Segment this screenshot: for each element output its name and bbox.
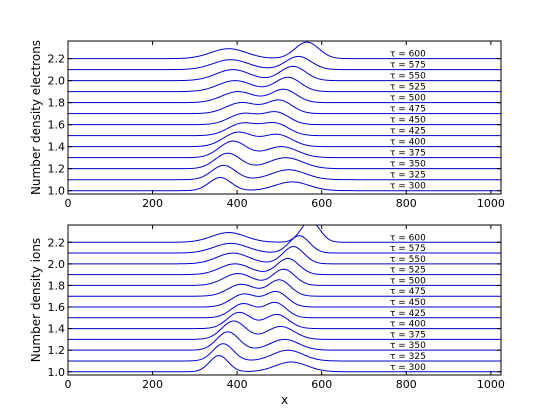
- electrons-series-line: [68, 140, 501, 159]
- ions-series-line: [68, 279, 501, 297]
- ions-x-tick-label: 600: [311, 378, 332, 391]
- electrons-plot-frame: [67, 40, 502, 195]
- ions-x-tick-label: 1000: [477, 378, 505, 391]
- electrons-series-label: τ = 350: [390, 160, 426, 170]
- electrons-series-line: [68, 164, 501, 181]
- ions-series-line: [68, 235, 501, 254]
- ions-series-label: τ = 525: [390, 266, 426, 276]
- ions-series-lines: [68, 225, 501, 373]
- electrons-x-tick-label: 600: [311, 197, 332, 210]
- ions-series-line: [68, 246, 501, 265]
- ions-series-line: [68, 343, 501, 362]
- electrons-series-label: τ = 425: [390, 127, 426, 137]
- electrons-y-tick-label: 1.6: [48, 119, 66, 132]
- ions-y-tick-label: 1.4: [48, 323, 66, 336]
- electrons-series-line: [68, 152, 501, 170]
- ions-x-tick-label: 400: [227, 378, 248, 391]
- electrons-x-tick-label: 0: [65, 197, 72, 210]
- electrons-series-line: [68, 131, 501, 148]
- ions-series-label: τ = 500: [390, 276, 426, 286]
- electrons-x-tick-label: 200: [142, 197, 163, 210]
- ions-x-tick-label: 800: [396, 378, 417, 391]
- ions-y-tick-label: 1.6: [48, 301, 66, 314]
- ions-series-label: τ = 325: [390, 352, 426, 362]
- electrons-y-axis-label: Number density electrons: [29, 40, 43, 195]
- ions-y-tick-label: 1.8: [48, 279, 66, 292]
- ions-series-line: [68, 301, 501, 319]
- electrons-series-label: τ = 450: [390, 116, 426, 126]
- electrons-y-tick-label: 1.2: [48, 163, 66, 176]
- electrons-series-label: τ = 525: [390, 83, 426, 93]
- ions-series-label: τ = 475: [390, 287, 426, 297]
- ions-x-tick-label: 0: [65, 378, 72, 391]
- ions-series-label: τ = 425: [390, 309, 426, 319]
- ions-series-label: τ = 600: [390, 233, 426, 243]
- electrons-series-label: τ = 475: [390, 105, 426, 115]
- electrons-series-line: [68, 76, 501, 93]
- electrons-y-tick-label: 2.0: [48, 75, 66, 88]
- ions-series-label: τ = 375: [390, 330, 426, 340]
- electrons-y-tick-label: 2.2: [48, 53, 66, 66]
- ions-series-line: [68, 331, 501, 351]
- ions-series-line: [68, 320, 501, 340]
- electrons-series-line: [68, 99, 501, 115]
- electrons-x-tick-label: 1000: [477, 197, 505, 210]
- electrons-y-tick-label: 1.8: [48, 97, 66, 110]
- electrons-series-label: τ = 550: [390, 72, 426, 82]
- electrons-series-label: τ = 375: [390, 149, 426, 159]
- electrons-y-tick-label: 1.4: [48, 141, 66, 154]
- electrons-series-label: τ = 500: [390, 94, 426, 104]
- ions-series-label: τ = 450: [390, 298, 426, 308]
- electrons-series-line: [68, 121, 501, 137]
- electrons-x-tick-label: 800: [396, 197, 417, 210]
- ions-y-tick-label: 1.2: [48, 344, 66, 357]
- ions-series-label: τ = 300: [390, 363, 426, 373]
- ions-plot-frame: [67, 224, 502, 376]
- ions-series-label: τ = 550: [390, 255, 426, 265]
- electrons-series-label: τ = 400: [390, 138, 426, 148]
- ions-series-label: τ = 575: [390, 244, 426, 254]
- ions-series-line: [68, 257, 501, 276]
- ions-y-tick-label: 2.2: [48, 236, 66, 249]
- ions-series-label: τ = 350: [390, 341, 426, 351]
- ions-series-line: [68, 290, 501, 308]
- electrons-series-label: τ = 600: [390, 50, 426, 60]
- electrons-series-line: [68, 111, 501, 126]
- electrons-series-line: [68, 176, 501, 192]
- ions-series-line: [68, 311, 501, 330]
- electrons-series-label: τ = 575: [390, 61, 426, 71]
- ions-x-tick-label: 200: [142, 378, 163, 391]
- ions-y-tick-label: 1.0: [48, 366, 66, 379]
- electrons-series-line: [68, 88, 501, 104]
- electrons-x-tick-label: 400: [227, 197, 248, 210]
- electrons-series-label: τ = 300: [390, 182, 426, 192]
- electrons-series-lines: [68, 41, 501, 192]
- electrons-series-line: [68, 55, 501, 71]
- ions-series-line: [68, 225, 501, 243]
- electrons-y-tick-label: 1.0: [48, 185, 66, 198]
- ions-x-axis-label: x: [281, 393, 288, 407]
- ions-series-line: [68, 268, 501, 286]
- electrons-series-line: [68, 65, 501, 82]
- electrons-series-line: [68, 41, 501, 60]
- electrons-series-label: τ = 325: [390, 171, 426, 181]
- ions-y-axis-label: Number density ions: [29, 238, 43, 362]
- ions-y-tick-label: 2.0: [48, 258, 66, 271]
- ions-series-label: τ = 400: [390, 320, 426, 330]
- ions-series-line: [68, 355, 501, 373]
